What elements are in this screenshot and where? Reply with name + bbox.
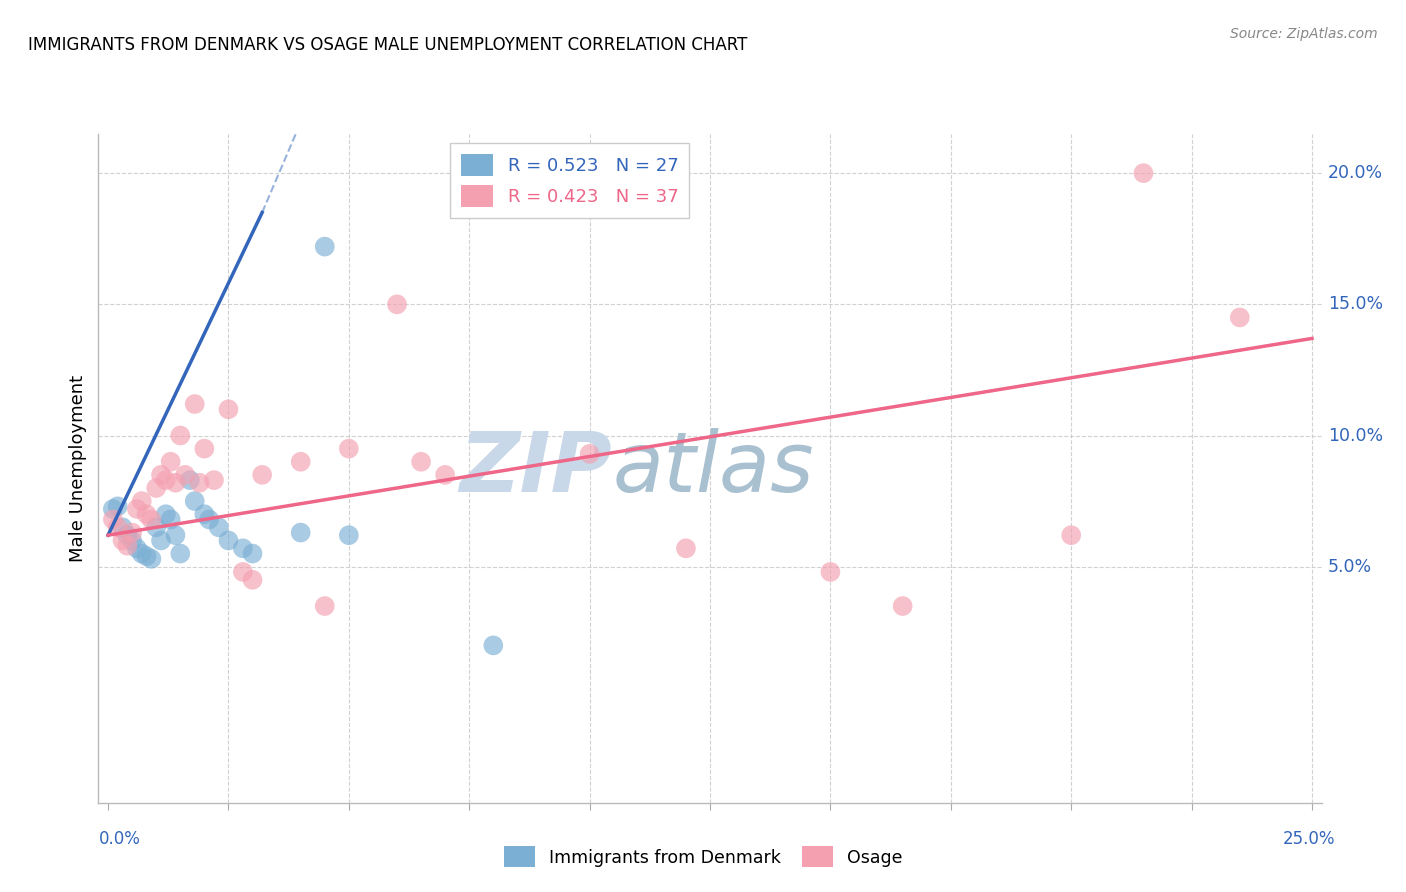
Point: [169, 428, 191, 442]
Point: [193, 507, 215, 521]
Point: [111, 533, 134, 548]
Text: 10.0%: 10.0%: [1327, 426, 1384, 444]
Point: [117, 528, 139, 542]
Point: [1132, 166, 1154, 180]
Point: [232, 565, 254, 579]
Point: [434, 467, 457, 482]
Point: [150, 533, 173, 548]
Point: [111, 520, 134, 534]
Point: [184, 397, 207, 411]
Point: [107, 520, 129, 534]
Point: [385, 297, 408, 311]
Point: [131, 547, 153, 561]
Point: [578, 447, 600, 461]
Point: [314, 599, 336, 613]
Point: [891, 599, 914, 613]
Point: [121, 533, 143, 548]
Text: IMMIGRANTS FROM DENMARK VS OSAGE MALE UNEMPLOYMENT CORRELATION CHART: IMMIGRANTS FROM DENMARK VS OSAGE MALE UN…: [28, 36, 748, 54]
Point: [337, 442, 360, 456]
Point: [290, 525, 312, 540]
Text: 25.0%: 25.0%: [1284, 830, 1336, 847]
Point: [159, 512, 181, 526]
Point: [141, 512, 163, 526]
Point: [179, 473, 201, 487]
Point: [141, 551, 163, 566]
Point: [159, 455, 181, 469]
Point: [290, 455, 312, 469]
Text: Source: ZipAtlas.com: Source: ZipAtlas.com: [1230, 27, 1378, 41]
Point: [145, 520, 167, 534]
Point: [675, 541, 697, 556]
Point: [101, 512, 124, 526]
Point: [184, 494, 207, 508]
Text: 20.0%: 20.0%: [1327, 164, 1384, 182]
Point: [188, 475, 211, 490]
Point: [208, 520, 231, 534]
Y-axis label: Male Unemployment: Male Unemployment: [69, 375, 87, 562]
Point: [202, 473, 225, 487]
Text: atlas: atlas: [612, 428, 814, 508]
Point: [1229, 310, 1251, 325]
Point: [165, 475, 187, 490]
Point: [150, 467, 173, 482]
Point: [131, 494, 153, 508]
Point: [250, 467, 273, 482]
Point: [165, 528, 187, 542]
Legend: R = 0.523   N = 27, R = 0.423   N = 37: R = 0.523 N = 27, R = 0.423 N = 37: [450, 143, 689, 218]
Text: 5.0%: 5.0%: [1327, 558, 1372, 575]
Point: [198, 512, 221, 526]
Point: [107, 500, 129, 514]
Point: [482, 639, 505, 653]
Point: [169, 547, 191, 561]
Point: [1060, 528, 1083, 542]
Point: [409, 455, 432, 469]
Point: [337, 528, 360, 542]
Legend: Immigrants from Denmark, Osage: Immigrants from Denmark, Osage: [496, 839, 910, 874]
Point: [101, 502, 124, 516]
Point: [155, 473, 177, 487]
Point: [155, 507, 177, 521]
Point: [121, 525, 143, 540]
Point: [135, 549, 157, 564]
Point: [117, 539, 139, 553]
Point: [135, 507, 157, 521]
Text: ZIP: ZIP: [460, 428, 612, 508]
Text: 0.0%: 0.0%: [98, 830, 141, 847]
Point: [125, 541, 148, 556]
Point: [314, 239, 336, 253]
Point: [242, 547, 264, 561]
Text: 15.0%: 15.0%: [1327, 295, 1384, 313]
Point: [232, 541, 254, 556]
Point: [820, 565, 842, 579]
Point: [145, 481, 167, 495]
Point: [217, 402, 239, 417]
Point: [125, 502, 148, 516]
Point: [174, 467, 197, 482]
Point: [193, 442, 215, 456]
Point: [242, 573, 264, 587]
Point: [217, 533, 239, 548]
